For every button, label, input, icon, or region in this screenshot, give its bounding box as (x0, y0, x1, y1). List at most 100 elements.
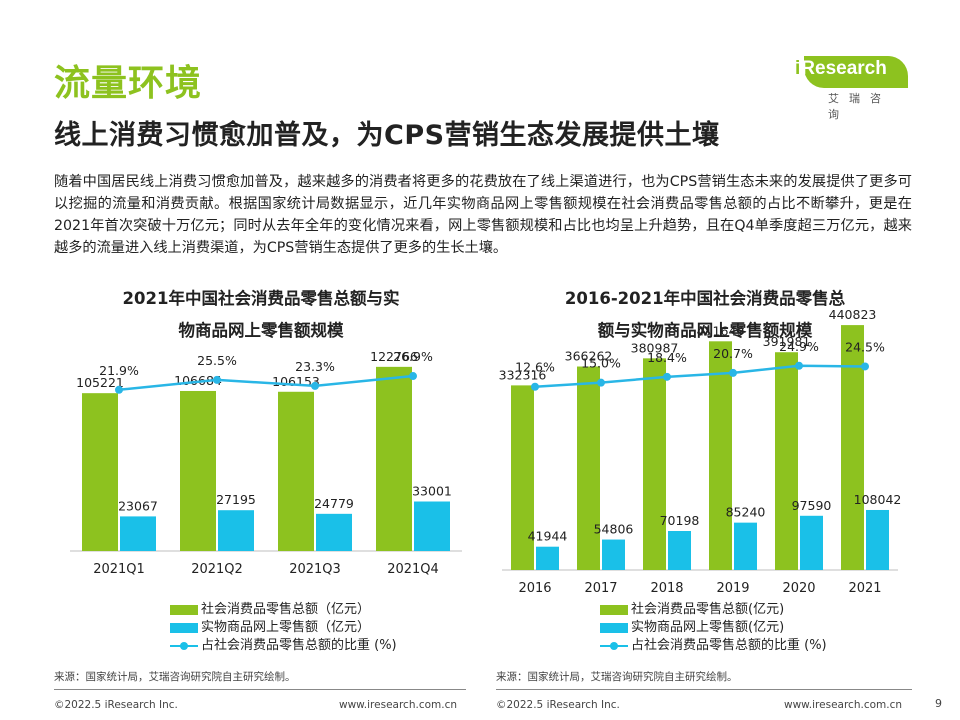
chart1-label-online: 33001 (412, 483, 452, 498)
chart2-label-total: 440823 (829, 307, 877, 322)
chart2-legend-total-label: 社会消费品零售总额(亿元) (631, 602, 785, 617)
chart1-legend-total: 社会消费品零售总额（亿元） (170, 601, 397, 619)
chart1-bar-online (120, 516, 156, 551)
chart1-legend-online: 实物商品网上零售额（亿元） (170, 619, 397, 637)
chart2-bar-online (734, 522, 757, 570)
chart2-bar-online (602, 539, 625, 570)
chart2-label-online: 70198 (660, 513, 700, 528)
chart1-tick-label: 2021Q2 (191, 562, 243, 577)
chart2-title: 2016-2021年中国社会消费品零售总 额与实物商品网上零售额规模 (530, 283, 880, 347)
chart2-legend: 社会消费品零售总额(亿元) 实物商品网上零售额(亿元) 占社会消费品零售总额的比… (600, 601, 827, 655)
chart2-title-line1: 2016-2021年中国社会消费品零售总 (564, 289, 846, 308)
chart2-title-line2: 额与实物商品网上零售额规模 (597, 321, 813, 340)
chart2-share-point (531, 382, 539, 391)
chart2-bar-online (536, 546, 559, 570)
chart2-tick-label: 2018 (650, 581, 683, 596)
chart1-tick-label: 2021Q4 (387, 562, 439, 577)
chart2-source: 来源：国家统计局，艾瑞咨询研究院自主研究绘制。 (496, 671, 738, 683)
footer-rule-right (496, 689, 912, 690)
chart2-share-point (795, 361, 803, 370)
legend-swatch-blue (600, 623, 628, 633)
chart2-share-label: 20.7% (713, 346, 753, 361)
chart1-share-label: 21.9% (99, 363, 139, 378)
intro-paragraph: 随着中国居民线上消费习惯愈加普及，越来越多的消费者将更多的花费放在了线上渠道进行… (54, 174, 912, 256)
chart1-bar-total (376, 366, 412, 551)
legend-swatch-line (600, 641, 628, 651)
page-subtitle: 线上消费习惯愈加普及，为CPS营销生态发展提供土壤 (54, 120, 720, 151)
chart1-bar-total (82, 393, 118, 551)
chart2-label-online: 54806 (594, 522, 634, 537)
chart1-title: 2021年中国社会消费品零售总额与实 物商品网上零售额规模 (86, 283, 436, 347)
logo-i-letter: i (794, 58, 802, 79)
chart2-label-total: 391981 (763, 334, 811, 349)
chart2-label-total: 411649 (697, 323, 745, 338)
chart2-share-label: 18.4% (647, 350, 687, 365)
chart2-share-point (597, 378, 605, 387)
chart2-share-label: 12.6% (515, 360, 555, 375)
chart2-legend-share-label: 占社会消费品零售总额的比重 (%) (631, 638, 827, 653)
chart2-share-point (861, 362, 869, 371)
footer-url-left: www.iresearch.com.cn (339, 699, 458, 711)
chart2-legend-total: 社会消费品零售总额(亿元) (600, 601, 827, 619)
chart2-label-online: 85240 (726, 505, 766, 520)
chart1-bar-online (316, 513, 352, 551)
chart2-label-total: 332316 (499, 367, 547, 382)
chart2-tick-label: 2021 (848, 581, 881, 596)
chart2-share-label: 15.0% (581, 356, 621, 371)
chart2-tick-label: 2019 (716, 581, 749, 596)
chart2-tick-label: 2017 (584, 581, 617, 596)
chart1-title-line2: 物商品网上零售额规模 (178, 321, 344, 340)
page-title: 流量环境 (54, 63, 203, 104)
chart1-bar-total (278, 391, 314, 551)
footer-url-right: www.iresearch.com.cn (784, 699, 903, 711)
chart2-bar-total (841, 325, 864, 570)
chart2-label-online: 97590 (792, 498, 832, 513)
logo-subtitle: 艾瑞咨询 (828, 92, 891, 121)
chart1-tick-label: 2021Q1 (93, 562, 145, 577)
chart2-share-line (534, 364, 866, 388)
iresearch-logo: iResearch 艾瑞咨询 (792, 52, 910, 121)
legend-swatch-green (600, 605, 628, 615)
chart1-legend-share: 占社会消费品零售总额的比重 (%) (170, 637, 397, 655)
chart1-legend: 社会消费品零售总额（亿元） 实物商品网上零售额（亿元） 占社会消费品零售总额的比… (170, 601, 397, 655)
legend-swatch-green (170, 605, 198, 615)
chart1-share-label: 25.5% (197, 353, 237, 368)
logo-wordmark: iResearch (794, 58, 887, 80)
chart2-bar-online (866, 509, 889, 570)
chart2-bar-total (577, 366, 600, 570)
chart1-share-point (311, 381, 319, 390)
chart1-source: 来源：国家统计局，艾瑞咨询研究院自主研究绘制。 (54, 671, 296, 683)
chart1-legend-share-label: 占社会消费品零售总额的比重 (%) (201, 638, 397, 653)
chart1-title-line1: 2021年中国社会消费品零售总额与实 (122, 289, 400, 308)
chart1-share-point (409, 372, 417, 381)
chart2-bar-online (668, 531, 691, 570)
chart2-bar-total (643, 358, 666, 570)
chart2-legend-share: 占社会消费品零售总额的比重 (%) (600, 637, 827, 655)
chart1-bar-online (218, 510, 254, 551)
chart1-tick-label: 2021Q3 (289, 562, 341, 577)
legend-swatch-blue (170, 623, 198, 633)
chart2-tick-label: 2020 (782, 581, 815, 596)
chart1-share-point (115, 385, 123, 394)
footer-rule-left (54, 689, 466, 690)
footer-copyright-right: ©2022.5 iResearch Inc. (496, 699, 620, 711)
chart2-bar-online (800, 515, 823, 570)
chart1-share-point (213, 375, 221, 384)
chart1-legend-online-label: 实物商品网上零售额（亿元） (201, 620, 371, 635)
chart1-label-total: 122766 (370, 349, 418, 364)
chart2-bar-total (511, 385, 534, 570)
chart2-label-total: 380987 (631, 340, 679, 355)
page-number: 9 (935, 697, 942, 710)
chart2-share-point (729, 368, 737, 377)
chart2-bar-total (709, 341, 732, 570)
chart2-bar-total (775, 352, 798, 570)
chart2-share-label: 24.5% (845, 339, 885, 354)
logo-rest: Research (801, 58, 887, 79)
chart1-label-online: 24779 (314, 496, 354, 511)
chart1-share-label: 26.9% (393, 349, 433, 364)
chart2-share-label: 24.9% (779, 339, 819, 354)
chart1-label-online: 27195 (216, 492, 256, 507)
chart2-legend-online-label: 实物商品网上零售额(亿元) (631, 620, 785, 635)
legend-swatch-line (170, 641, 198, 651)
